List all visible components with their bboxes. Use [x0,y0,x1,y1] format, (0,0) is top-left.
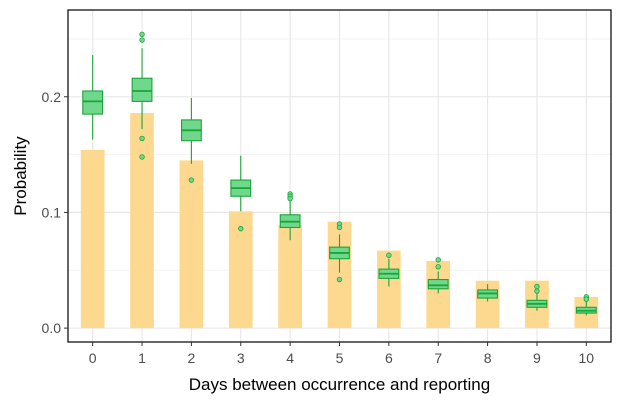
boxplot-day-7 [427,257,449,294]
bar-day-7 [426,261,451,329]
box-iqr [131,77,153,102]
outlier-point [139,135,145,142]
outlier-point [534,283,540,290]
outlier-point [139,31,145,37]
x-tick-label: 6 [385,350,393,366]
x-tick-label: 0 [89,350,97,366]
outlier-point [583,296,590,302]
y-tick-label: 0.1 [42,204,62,220]
y-axis-title: Probability [11,136,30,216]
boxplot-day-5 [329,221,350,283]
x-tick-label: 1 [138,350,146,366]
outlier-point [435,264,441,270]
outlier-point [139,37,145,43]
bar-day-2 [179,160,204,329]
boxplot-day-3 [230,155,252,232]
boxplot-day-0 [82,55,104,140]
bar-day-0 [80,149,105,329]
box-iqr [82,90,104,115]
x-tick-label: 2 [188,350,196,366]
boxplot-day-2 [180,97,202,183]
boxplot-day-1 [131,31,153,160]
outlier-point [287,195,293,202]
outlier-point [238,225,244,232]
outlier-point [534,288,540,294]
boxplot-day-10 [575,294,597,316]
outlier-point [188,177,195,183]
outlier-point [139,154,145,160]
x-tick-label: 5 [336,350,344,366]
x-tick-label: 9 [533,350,541,366]
bar-day-4 [278,225,302,329]
x-tick-label: 3 [237,350,245,366]
boxplot-day-4 [279,191,301,241]
boxplot-series [82,31,597,316]
bar-day-1 [130,112,154,329]
x-tick-label: 10 [579,350,595,366]
boxplot-day-6 [378,252,400,287]
axes: 0.0 0.1 0.2 0 1 2 3 4 5 6 7 8 9 10 [42,89,595,366]
x-tick-label: 7 [434,350,442,366]
outlier-point [336,224,343,231]
x-tick-label: 8 [484,350,492,366]
x-axis-title: Days between occurrence and reporting [189,375,490,394]
outlier-point [336,276,343,283]
y-tick-label: 0.2 [42,89,62,105]
outlier-point [435,257,441,263]
boxplot-day-8 [477,284,499,302]
outlier-point [386,252,392,258]
y-tick-label: 0.0 [42,320,62,336]
box-iqr [427,278,449,290]
bar-day-3 [228,211,253,329]
boxplot-day-9 [526,283,548,311]
x-tick-label: 4 [286,350,294,366]
